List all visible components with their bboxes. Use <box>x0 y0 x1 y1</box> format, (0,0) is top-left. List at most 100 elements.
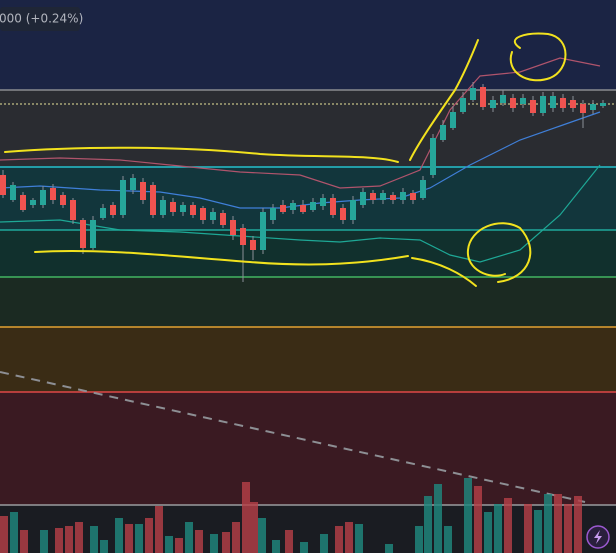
candles-green-part <box>380 193 386 200</box>
candles-green-part <box>540 96 546 113</box>
volume-green-part <box>464 478 472 553</box>
candles-red-part <box>250 240 256 250</box>
candles-green-part <box>440 125 446 140</box>
price-change: 000 (+0.24%) <box>0 12 83 26</box>
candles-green-part <box>320 198 326 206</box>
candles-red-part <box>80 220 86 248</box>
candles-green <box>10 88 606 250</box>
volume-red-part <box>222 532 230 553</box>
volume-green-part <box>424 496 432 553</box>
zone-bands-part <box>0 0 616 90</box>
candles-red-part <box>0 175 6 195</box>
candles-red-part <box>560 98 566 108</box>
volume-green-part <box>135 524 143 553</box>
candles-red-part <box>570 100 576 108</box>
volume-green-part <box>40 530 48 553</box>
candles-green-part <box>100 208 106 218</box>
candles-green-part <box>490 100 496 108</box>
annotations-part <box>466 222 532 283</box>
quick-action-button[interactable] <box>586 525 610 549</box>
band-lines-part <box>0 164 601 263</box>
zone-bands-part <box>0 327 616 392</box>
volume-red-part <box>0 516 8 553</box>
volume-green <box>10 478 552 553</box>
candles-red-part <box>230 220 236 235</box>
candles-red-part <box>280 205 286 212</box>
volume-red-part <box>345 522 353 553</box>
candles-green-part <box>470 88 476 100</box>
trend-line <box>0 371 586 503</box>
candles-green-part <box>360 192 366 205</box>
candles-green-part <box>290 203 296 210</box>
volume-green-part <box>185 522 193 553</box>
volume-red-part <box>125 524 133 553</box>
volume-green-part <box>415 526 423 553</box>
candles-red-part <box>530 100 536 113</box>
volume-green-part <box>385 544 393 553</box>
volume-green-part <box>100 540 108 553</box>
volume-green-part <box>115 518 123 553</box>
volume-red-part <box>554 494 562 553</box>
volume-red-part <box>574 496 582 553</box>
candles-green-part <box>130 178 136 190</box>
volume-green-part <box>272 540 280 553</box>
candles-green-part <box>500 95 506 103</box>
volume-green-part <box>300 542 308 553</box>
annotations-part <box>34 249 409 266</box>
volume-green-part <box>320 534 328 553</box>
candles-red-part <box>150 185 156 215</box>
price-badge <box>0 7 80 31</box>
volume-green-part <box>355 524 363 553</box>
candles-green-part <box>600 103 606 106</box>
volume-red-part <box>20 530 28 553</box>
volume-red-part <box>474 486 482 553</box>
candles-red-part <box>410 193 416 200</box>
volume-green-part <box>10 512 18 553</box>
volume-green-part <box>444 526 452 553</box>
zone-bands-part <box>0 230 616 277</box>
candles-red-part <box>480 87 486 107</box>
volume-green-part <box>165 536 173 553</box>
volume-red-part <box>242 482 250 553</box>
annotations-part <box>4 146 399 163</box>
candle <box>0 82 606 282</box>
volume-red-part <box>504 498 512 553</box>
quick-action-button-part[interactable] <box>594 530 602 544</box>
candles-green-part <box>400 192 406 200</box>
annotations-part <box>509 32 567 82</box>
volume-red-part <box>175 538 183 553</box>
candles-red-part <box>50 188 56 200</box>
candles-green-part <box>430 138 436 175</box>
candles-green-part <box>450 112 456 128</box>
volume-green-part <box>484 512 492 553</box>
candles-red <box>0 87 586 250</box>
candles-green-part <box>180 205 186 212</box>
candles-red-part <box>170 202 176 212</box>
volume-green-part <box>258 518 266 553</box>
candles-red-part <box>300 205 306 212</box>
candles-green-part <box>30 200 36 205</box>
candles-green-part <box>520 98 526 104</box>
volume-red-part <box>55 528 63 553</box>
candles-green-part <box>260 212 266 250</box>
volume-red-part <box>65 526 73 553</box>
candles-red-part <box>70 200 76 220</box>
candles-red-part <box>240 228 246 245</box>
candles-red-part <box>20 195 26 210</box>
volume-red-part <box>232 522 240 553</box>
annotations-part <box>409 39 479 161</box>
zone-lines <box>0 89 616 506</box>
candles-red-part <box>340 208 346 220</box>
candles-green-part <box>420 180 426 198</box>
volume-green-part <box>544 494 552 553</box>
candles-red-part <box>60 195 66 205</box>
candles-green-part <box>40 190 46 205</box>
volume-green-part <box>90 526 98 553</box>
candles-red-part <box>110 205 116 215</box>
volume-red-part <box>564 504 572 553</box>
annotations <box>4 32 567 287</box>
volume-red-part <box>335 526 343 553</box>
volume-green-part <box>434 484 442 553</box>
volume-red-part <box>75 522 83 553</box>
